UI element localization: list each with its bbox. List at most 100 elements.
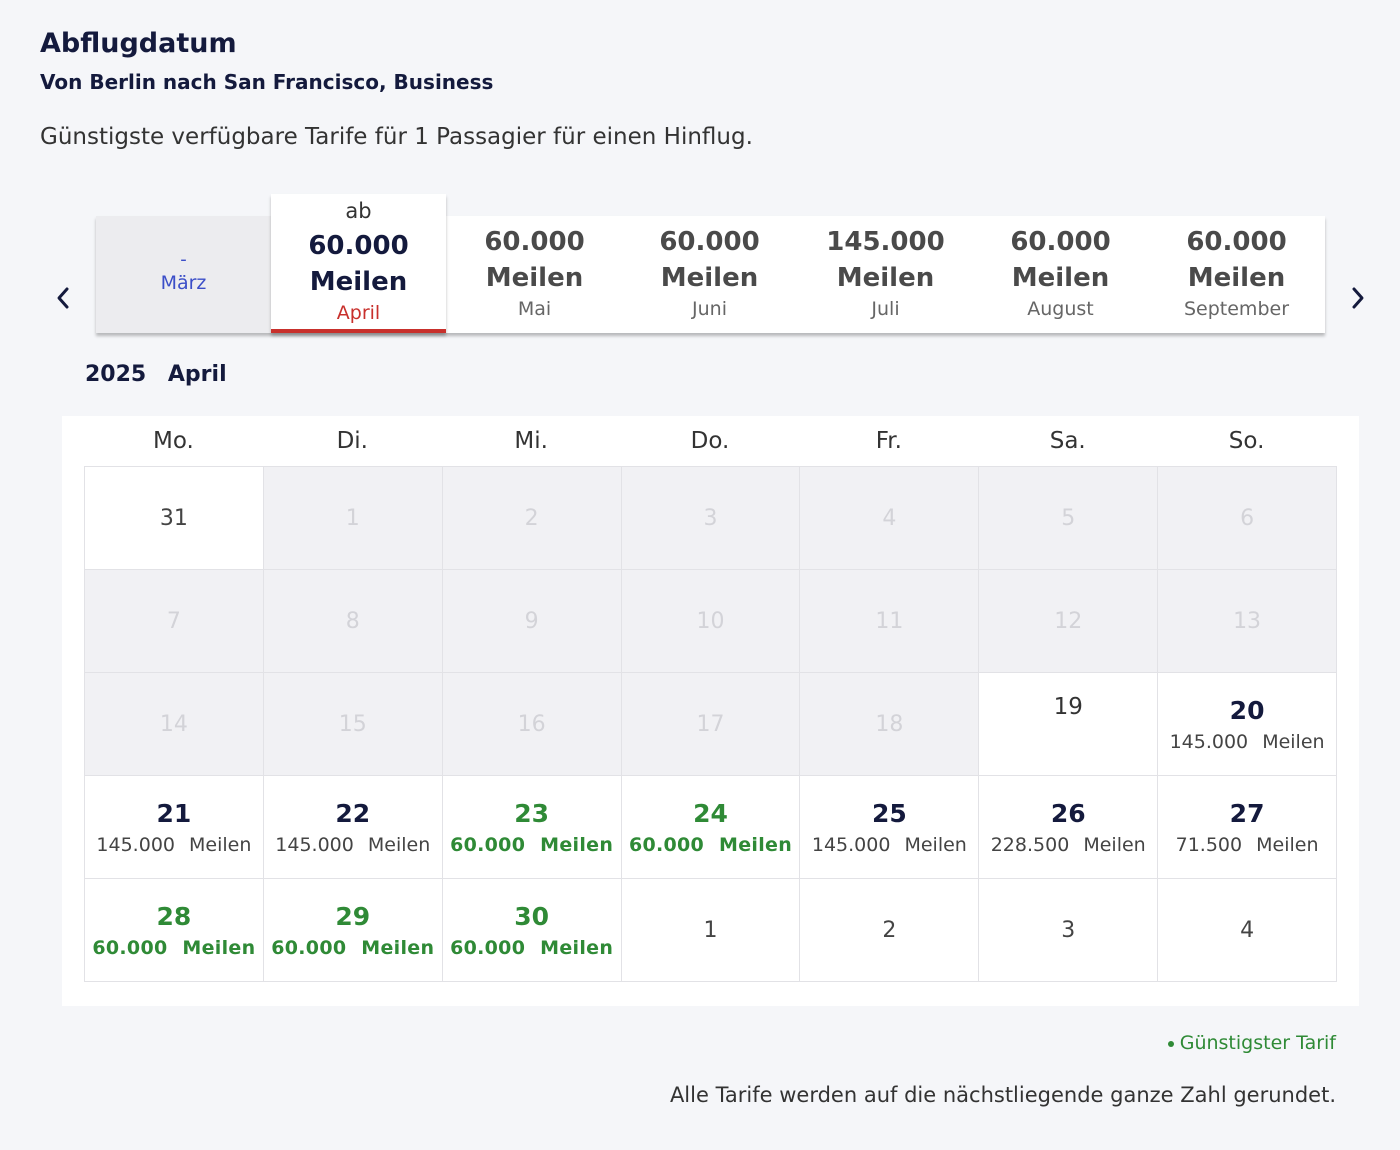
calendar-day-cell: 4 xyxy=(800,467,980,570)
calendar-day-cell: 1 xyxy=(621,879,801,982)
day-price: 228.500 Meilen xyxy=(990,834,1146,856)
calendar-day-cell: 10 xyxy=(621,570,801,673)
weekday-label: Di. xyxy=(336,428,368,454)
calendar-day-cell: 2 xyxy=(800,879,980,982)
month-price: 145.000 xyxy=(826,227,945,257)
day-number: 4 xyxy=(882,505,897,531)
calendar-day-cell: 17 xyxy=(621,673,801,776)
month-selector: - März ab 60.000 Meilen April 60.000 Mei… xyxy=(96,194,1325,336)
day-number: 19 xyxy=(1053,694,1083,720)
calendar-year: 2025 xyxy=(85,362,147,387)
month-tab-september[interactable]: 60.000 Meilen September xyxy=(1149,216,1324,333)
calendar-day-cell: 4 xyxy=(1158,879,1337,982)
calendar-day-cell[interactable]: 25 145.000 Meilen xyxy=(800,776,980,879)
calendar-day-cell[interactable]: 26 228.500 Meilen xyxy=(979,776,1159,879)
day-number: 30 xyxy=(514,902,550,931)
day-number: 25 xyxy=(871,799,907,828)
next-months-button[interactable] xyxy=(1343,280,1373,316)
month-tab-maerz[interactable]: - März xyxy=(96,216,271,333)
month-tab-mai[interactable]: 60.000 Meilen Mai xyxy=(447,216,622,333)
day-number: 15 xyxy=(338,711,367,737)
day-number: 11 xyxy=(875,608,904,634)
route-subtitle: Von Berlin nach San Francisco, Business xyxy=(40,70,494,94)
day-number: 13 xyxy=(1233,608,1262,634)
day-number: 24 xyxy=(693,799,728,828)
month-price: 60.000 xyxy=(308,231,409,261)
calendar-day-cell: 18 xyxy=(800,673,980,776)
calendar-day-cell: 9 xyxy=(442,570,622,673)
weekday-label: Do. xyxy=(690,428,730,454)
prev-months-button[interactable] xyxy=(48,280,78,316)
day-price: 60.000 Meilen xyxy=(92,937,256,959)
day-number: 27 xyxy=(1229,799,1265,828)
day-price: 60.000 Meilen xyxy=(628,834,793,856)
month-label: Mai xyxy=(517,298,552,320)
month-price-unit: Meilen xyxy=(1011,263,1110,293)
day-price: 60.000 Meilen xyxy=(450,937,614,959)
fare-description: Günstigste verfügbare Tarife für 1 Passa… xyxy=(40,124,753,150)
calendar-month: April xyxy=(167,362,227,387)
month-tab-juli[interactable]: 145.000 Meilen Juli xyxy=(798,216,973,333)
calendar-day-cell: 31 xyxy=(85,467,264,570)
weekday-label: Sa. xyxy=(1049,428,1086,454)
calendar-heading: 2025 April xyxy=(85,362,227,387)
day-price: 145.000 Meilen xyxy=(275,834,431,856)
month-price-prefix: ab xyxy=(345,199,372,223)
day-number: 22 xyxy=(335,799,371,828)
day-number: 14 xyxy=(159,711,188,737)
day-number: 12 xyxy=(1054,608,1083,634)
calendar-day-cell: 8 xyxy=(263,570,443,673)
month-tab-august[interactable]: 60.000 Meilen August xyxy=(973,216,1148,333)
day-number: 6 xyxy=(1240,505,1255,531)
calendar-day-cell[interactable]: 21 145.000 Meilen xyxy=(85,776,264,879)
month-label: Juni xyxy=(692,298,727,320)
calendar-day-cell-cheapest[interactable]: 23 60.000 Meilen xyxy=(442,776,622,879)
legend-label: Günstigster Tarif xyxy=(1179,1032,1336,1054)
calendar-day-cell-cheapest[interactable]: 24 60.000 Meilen xyxy=(621,776,801,879)
day-price: 145.000 Meilen xyxy=(811,834,967,856)
weekday-label: Fr. xyxy=(875,428,902,454)
month-price-unit: Meilen xyxy=(660,263,759,293)
day-number: 21 xyxy=(156,799,192,828)
day-number: 23 xyxy=(514,799,550,828)
day-number: 10 xyxy=(696,608,725,634)
day-number: 29 xyxy=(335,902,371,931)
calendar-day-cell-cheapest[interactable]: 30 60.000 Meilen xyxy=(442,879,622,982)
calendar-day-cell: 1 xyxy=(263,467,443,570)
month-price: 60.000 xyxy=(659,227,760,257)
day-price: 145.000 Meilen xyxy=(96,834,252,856)
month-price: 60.000 xyxy=(484,227,585,257)
day-number: 31 xyxy=(159,505,188,531)
day-number: 20 xyxy=(1229,696,1265,725)
day-number: 16 xyxy=(517,711,546,737)
chevron-right-icon xyxy=(1352,287,1364,309)
calendar-day-cell: 2 xyxy=(442,467,622,570)
calendar-day-cell-cheapest[interactable]: 28 60.000 Meilen xyxy=(85,879,264,982)
calendar-day-cell: 11 xyxy=(800,570,980,673)
rounding-footnote: Alle Tarife werden auf die nächstliegend… xyxy=(669,1083,1336,1107)
calendar-day-cell: 7 xyxy=(85,570,264,673)
calendar-day-cell-cheapest[interactable]: 29 60.000 Meilen xyxy=(263,879,443,982)
day-number: 1 xyxy=(345,505,360,531)
calendar: Mo. Di. Mi. Do. Fr. Sa. So. 31 1 2 3 4 5… xyxy=(62,416,1359,1006)
calendar-day-cell[interactable]: 27 71.500 Meilen xyxy=(1158,776,1337,879)
month-tab-april[interactable]: ab 60.000 Meilen April xyxy=(271,194,446,333)
legend-dot-icon xyxy=(1167,1040,1174,1047)
day-number: 18 xyxy=(875,711,904,737)
day-number: 3 xyxy=(703,505,718,531)
day-price: 71.500 Meilen xyxy=(1175,834,1319,856)
calendar-day-cell: 3 xyxy=(979,879,1159,982)
calendar-day-cell[interactable]: 22 145.000 Meilen xyxy=(263,776,443,879)
day-number: 2 xyxy=(882,917,897,943)
month-label: September xyxy=(1183,298,1290,320)
month-label: März xyxy=(160,272,207,294)
calendar-day-cell: 16 xyxy=(442,673,622,776)
calendar-grid: 31 1 2 3 4 5 6 7 8 9 10 11 12 13 14 15 1… xyxy=(84,466,1337,982)
month-tab-juni[interactable]: 60.000 Meilen Juni xyxy=(622,216,797,333)
day-price: 145.000 Meilen xyxy=(1169,731,1325,753)
month-price-dash: - xyxy=(180,249,187,270)
calendar-day-cell[interactable]: 20 145.000 Meilen xyxy=(1158,673,1337,776)
day-number: 1 xyxy=(703,917,718,943)
weekday-label: So. xyxy=(1228,428,1265,454)
day-number: 7 xyxy=(166,608,181,634)
